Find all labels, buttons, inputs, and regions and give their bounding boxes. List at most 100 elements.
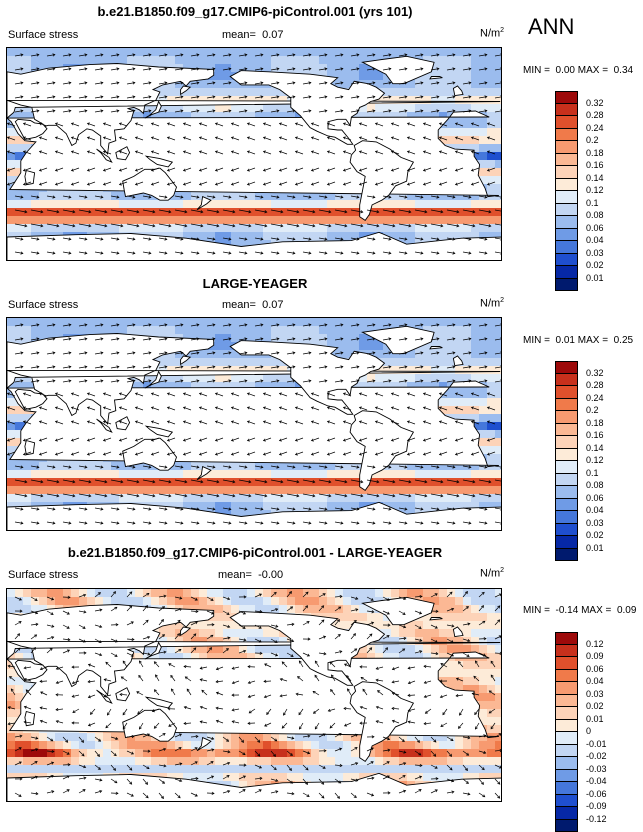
- colorbar-tick-label: 0.01: [586, 714, 604, 724]
- units-text: N/m: [480, 568, 500, 580]
- panel-2-mean: mean= 0.07: [222, 299, 284, 311]
- colorbar-tick-label: 0: [586, 726, 591, 736]
- colorbar-tick-label: 0.28: [586, 110, 604, 120]
- panel-1-minmax: MIN = 0.00 MAX = 0.34: [523, 65, 633, 76]
- panel-3-variable: Surface stress: [8, 569, 78, 581]
- colorbar-swatch: [555, 216, 578, 229]
- colorbar-tick-label: 0.32: [586, 98, 604, 108]
- colorbar-tick-label: 0.03: [586, 248, 604, 258]
- panel-1-mean: mean= 0.07: [222, 29, 284, 41]
- min-value: 0.00: [556, 65, 575, 76]
- colorbar-swatch: [555, 645, 578, 658]
- colorbar-swatch: [555, 732, 578, 745]
- colorbar-swatch: [555, 104, 578, 117]
- panel-3-map: [6, 588, 502, 802]
- panel-2-units: N/m2: [480, 297, 504, 310]
- panel-1-variable: Surface stress: [8, 29, 78, 41]
- colorbar-swatch: [555, 411, 578, 424]
- colorbar-tick-label: -0.01: [586, 739, 607, 749]
- colorbar-tick-label: 0.08: [586, 480, 604, 490]
- colorbar-swatch: [555, 770, 578, 783]
- units-sup: 2: [500, 567, 504, 574]
- colorbar-tick-label: 0.02: [586, 530, 604, 540]
- colorbar-tick-label: 0.03: [586, 518, 604, 528]
- colorbar-swatch: [555, 204, 578, 217]
- colorbar-tick-label: -0.02: [586, 751, 607, 761]
- max-label: MAX =: [578, 335, 608, 346]
- colorbar-swatch: [555, 141, 578, 154]
- panel-2-map: [6, 317, 502, 531]
- colorbar-tick-label: -0.03: [586, 764, 607, 774]
- colorbar-swatch: [555, 782, 578, 795]
- colorbar-tick-label: -0.12: [586, 814, 607, 824]
- panel-1-colorbar: [555, 91, 578, 291]
- colorbar-tick-label: 0.2: [586, 135, 599, 145]
- panel-1-map: [6, 47, 502, 261]
- colorbar-swatch: [555, 682, 578, 695]
- colorbar-swatch: [555, 279, 578, 292]
- colorbar-swatch: [555, 474, 578, 487]
- colorbar-tick-label: 0.18: [586, 418, 604, 428]
- colorbar-swatch: [555, 374, 578, 387]
- mean-value: -0.00: [258, 569, 283, 581]
- colorbar-tick-label: 0.1: [586, 468, 599, 478]
- map-canvas: [7, 318, 502, 531]
- colorbar-tick-label: 0.24: [586, 123, 604, 133]
- colorbar-tick-label: -0.09: [586, 801, 607, 811]
- units-sup: 2: [500, 297, 504, 304]
- colorbar-tick-label: 0.01: [586, 543, 604, 553]
- panel-2-minmax: MIN = 0.01 MAX = 0.25: [523, 335, 633, 346]
- mean-value: 0.07: [262, 299, 283, 311]
- colorbar-swatch: [555, 191, 578, 204]
- colorbar-tick-label: 0.12: [586, 185, 604, 195]
- colorbar-tick-label: 0.24: [586, 393, 604, 403]
- colorbar-tick-label: -0.04: [586, 776, 607, 786]
- colorbar-swatch: [555, 745, 578, 758]
- colorbar-tick-label: 0.01: [586, 273, 604, 283]
- panel-3-colorbar: [555, 632, 578, 832]
- colorbar-swatch: [555, 91, 578, 104]
- colorbar-swatch: [555, 695, 578, 708]
- mean-label: mean=: [218, 569, 252, 581]
- units-text: N/m: [480, 298, 500, 310]
- colorbar-swatch: [555, 720, 578, 733]
- map-canvas: [7, 48, 502, 261]
- colorbar-tick-label: 0.14: [586, 443, 604, 453]
- colorbar-tick-label: 0.1: [586, 198, 599, 208]
- panel-1-units: N/m2: [480, 27, 504, 40]
- colorbar-swatch: [555, 632, 578, 645]
- min-label: MIN =: [523, 605, 550, 616]
- mean-value: 0.07: [262, 29, 283, 41]
- mean-label: mean=: [222, 299, 256, 311]
- colorbar-tick-label: 0.09: [586, 651, 604, 661]
- max-value: 0.09: [617, 605, 636, 616]
- colorbar-tick-label: 0.16: [586, 430, 604, 440]
- colorbar-swatch: [555, 254, 578, 267]
- colorbar-swatch: [555, 436, 578, 449]
- colorbar-tick-label: 0.02: [586, 701, 604, 711]
- units-sup: 2: [500, 27, 504, 34]
- colorbar-tick-label: 0.28: [586, 380, 604, 390]
- colorbar-swatch: [555, 449, 578, 462]
- colorbar-swatch: [555, 795, 578, 808]
- land-madagascar: [25, 712, 35, 726]
- colorbar-swatch: [555, 154, 578, 167]
- panel-1-title: b.e21.B1850.f09_g17.CMIP6-piControl.001 …: [0, 4, 510, 19]
- colorbar-swatch: [555, 386, 578, 399]
- colorbar-swatch: [555, 229, 578, 242]
- mean-label: mean=: [222, 29, 256, 41]
- colorbar-tick-label: 0.04: [586, 676, 604, 686]
- colorbar-swatch: [555, 820, 578, 832]
- colorbar-tick-label: 0.08: [586, 210, 604, 220]
- colorbar-tick-label: 0.16: [586, 160, 604, 170]
- colorbar-swatch: [555, 424, 578, 437]
- colorbar-swatch: [555, 266, 578, 279]
- panel-2-colorbar: [555, 361, 578, 561]
- min-label: MIN =: [523, 65, 550, 76]
- panel-3-title: b.e21.B1850.f09_g17.CMIP6-piControl.001 …: [0, 545, 510, 560]
- colorbar-tick-label: -0.06: [586, 789, 607, 799]
- min-value: 0.01: [556, 335, 575, 346]
- colorbar-swatch: [555, 549, 578, 562]
- colorbar-swatch: [555, 499, 578, 512]
- max-label: MAX =: [578, 65, 608, 76]
